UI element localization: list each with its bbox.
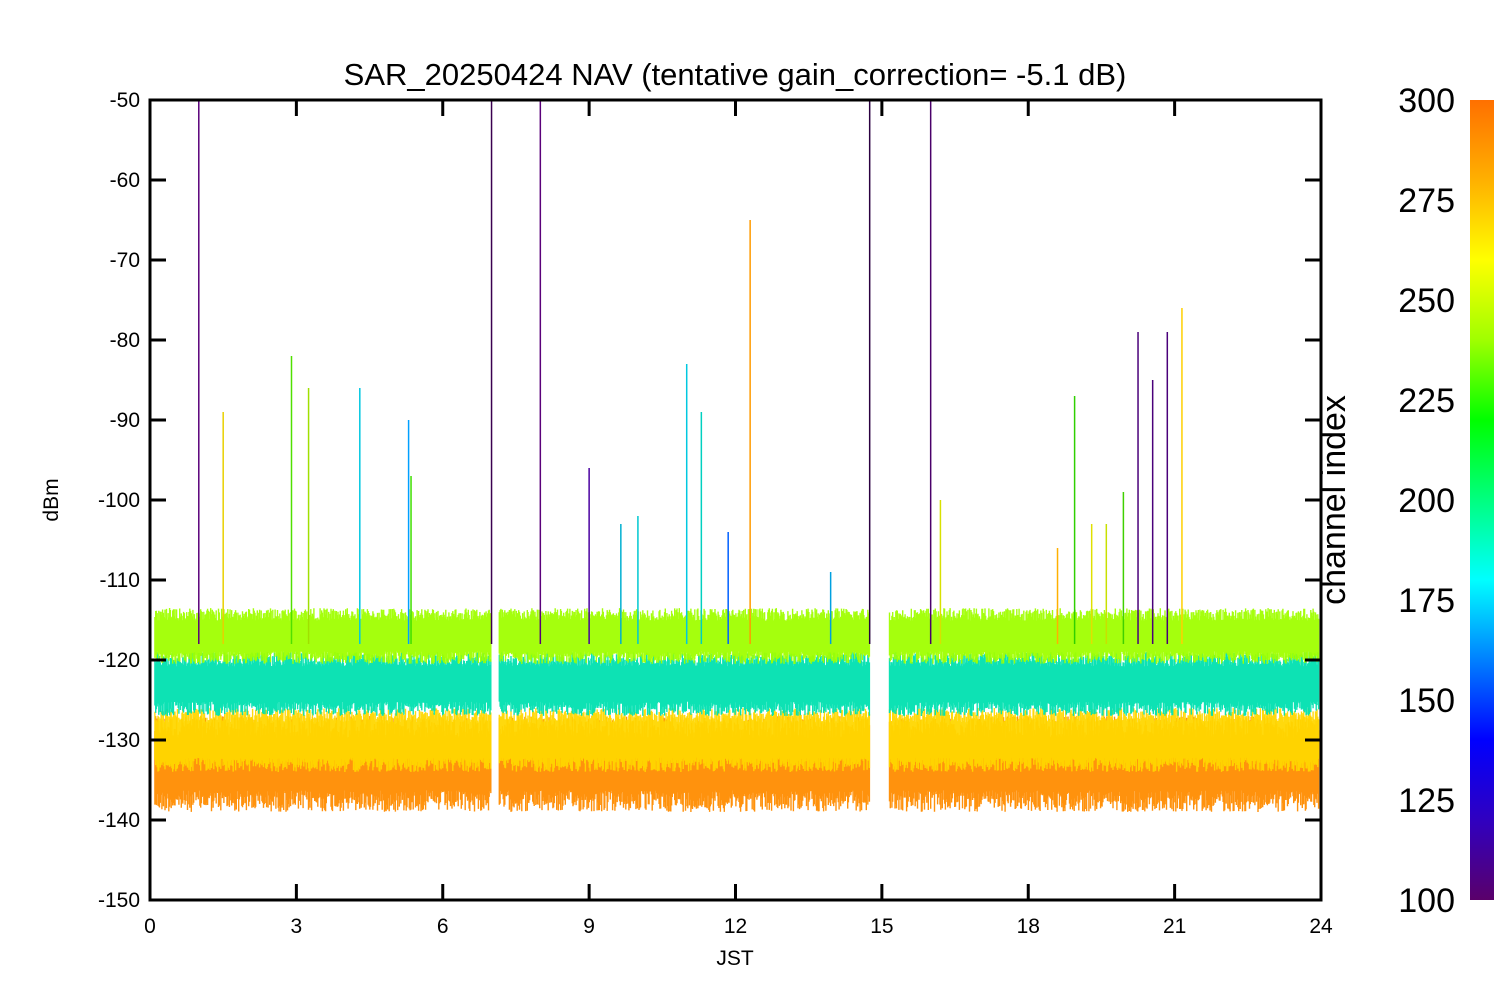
x-tick-label: 18 xyxy=(1017,915,1040,938)
x-tick-label: 15 xyxy=(870,915,893,938)
x-tick-label: 21 xyxy=(1163,915,1186,938)
y-tick-label: -110 xyxy=(100,569,140,592)
y-tick-label: -70 xyxy=(110,249,140,272)
x-tick-label: 3 xyxy=(291,915,303,938)
y-tick-label: -90 xyxy=(110,409,140,432)
colorbar-tick-label: 100 xyxy=(1398,882,1455,920)
x-axis-label: JST xyxy=(716,947,754,970)
noise-band xyxy=(154,708,1320,772)
y-tick-label: -130 xyxy=(98,729,140,752)
colorbar-tick-label: 300 xyxy=(1398,82,1455,120)
colorbar-tick-label: 175 xyxy=(1398,582,1455,620)
x-tick-label: 12 xyxy=(724,915,747,938)
colorbar-tick-label: 275 xyxy=(1398,182,1455,220)
colorbar-tick-label: 125 xyxy=(1398,782,1455,820)
x-tick-label: 9 xyxy=(583,915,595,938)
y-tick-label: -60 xyxy=(110,169,140,192)
y-axis: -50 -60 -70 -80 -90 -100 -110 -120 -130 -140 -150 xyxy=(98,89,1321,912)
colorbar-ticks: 300 275 250 225 200 175 150 125 100 xyxy=(1398,82,1455,920)
noise-band xyxy=(154,608,1320,664)
x-tick-label: 24 xyxy=(1309,915,1333,938)
x-tick-label: 6 xyxy=(437,915,449,938)
y-tick-label: -120 xyxy=(98,649,140,672)
y-tick-label: -80 xyxy=(110,329,140,352)
colorbar-tick-label: 150 xyxy=(1398,682,1455,720)
y-tick-label: -140 xyxy=(98,809,140,832)
colorbar-tick-label: 200 xyxy=(1398,482,1455,520)
y-tick-label: -150 xyxy=(98,889,140,912)
y-tick-label: -100 xyxy=(98,489,140,512)
colorbar-tick-label: 250 xyxy=(1398,282,1455,320)
y-axis-label: dBm xyxy=(40,478,63,521)
plot-data xyxy=(154,100,1320,812)
x-tick-label: 0 xyxy=(144,915,156,938)
x-axis: 0 3 6 9 12 15 18 21 24 xyxy=(144,100,1333,938)
colorbar xyxy=(1470,100,1494,900)
colorbar-tick-label: 225 xyxy=(1398,382,1455,420)
colorbar-label: channel index xyxy=(1315,395,1353,605)
y-tick-label: -50 xyxy=(110,89,140,112)
noise-band xyxy=(154,652,1320,716)
chart-title: SAR_20250424 NAV (tentative gain_correct… xyxy=(344,57,1127,92)
